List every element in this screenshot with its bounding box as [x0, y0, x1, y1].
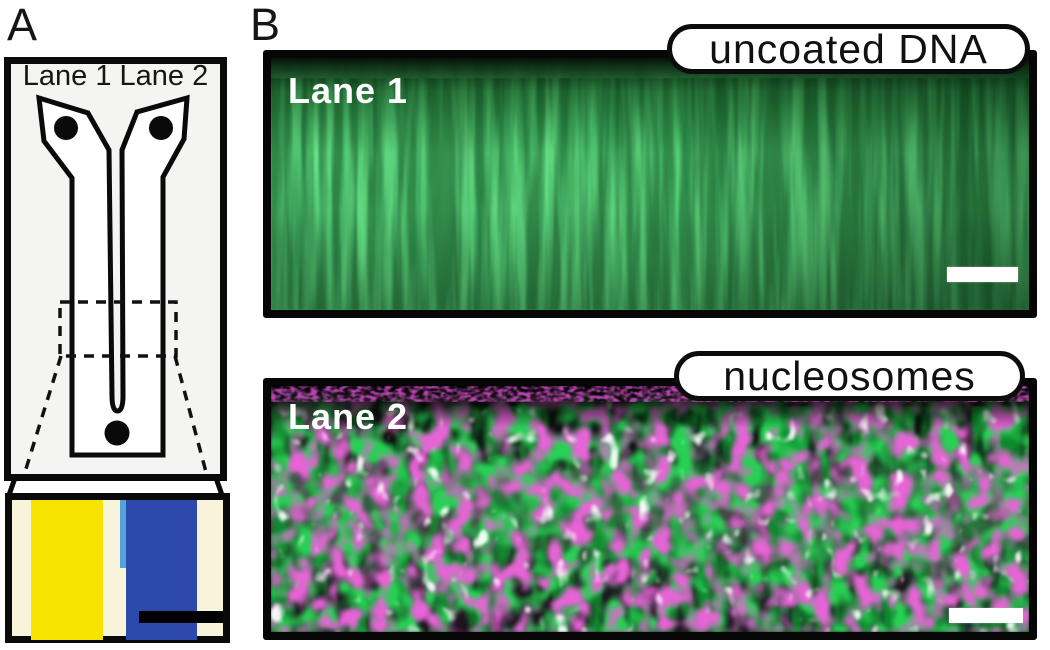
two-color-fluorescence-texture: [271, 386, 1029, 632]
lane2-dye-edge: [120, 500, 127, 568]
zoom-region-dashed-box: [58, 300, 178, 358]
lane-header-text: Lane 1 Lane 2: [22, 60, 209, 92]
panel-a-label: A: [7, 0, 38, 50]
panel-b-label: B: [250, 0, 281, 50]
inlet-port-lane1: [54, 116, 78, 140]
zoom-callout-line-right: [173, 355, 208, 473]
lane1-image-label: Lane 1: [288, 70, 409, 111]
microfluidic-device-schematic: [4, 57, 230, 643]
scale-bar: [947, 267, 1018, 282]
zoom-callout-line-left: [23, 355, 63, 473]
inset-scale-bar: [139, 611, 223, 623]
lane2-image-label: Lane 2: [288, 396, 409, 437]
green-fluorescence-texture: [271, 58, 1029, 310]
inlet-port-lane2: [149, 116, 173, 140]
caption-pill-nucleosomes: nucleosomes: [674, 351, 1025, 401]
zoom-tick-right: [213, 477, 225, 496]
zoom-tick-left: [6, 477, 18, 496]
uncoated-dna-micrograph: Lane 1: [263, 50, 1037, 318]
outlet-port: [104, 420, 130, 446]
nucleosomes-micrograph: Lane 2: [263, 378, 1037, 640]
caption-pill-uncoated-dna: uncoated DNA: [667, 24, 1030, 74]
channel-outline: [36, 94, 190, 458]
scale-bar: [949, 608, 1023, 623]
lane1-dye-stripe: [31, 500, 103, 640]
